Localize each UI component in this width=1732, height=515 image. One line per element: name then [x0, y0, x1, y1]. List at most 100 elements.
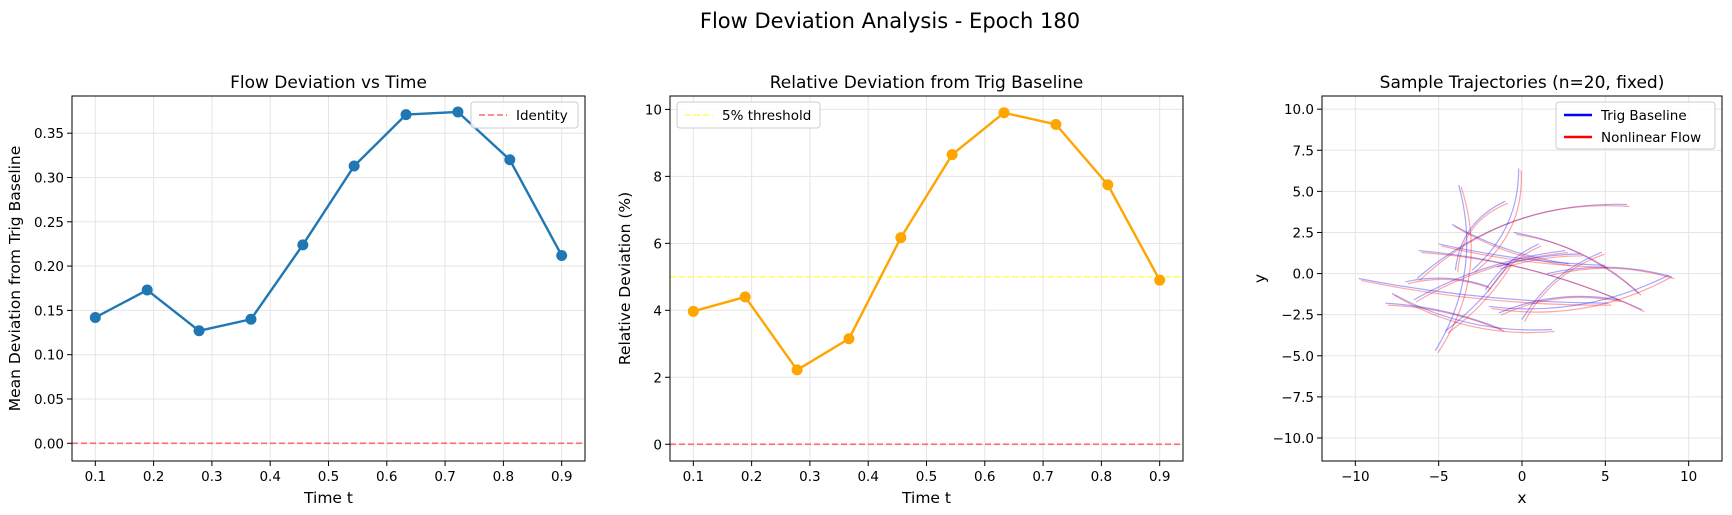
x-tick-label: 0.3 [799, 469, 820, 485]
trajectory-trig-baseline [1513, 231, 1640, 294]
x-tick-label: 0.3 [201, 469, 222, 485]
x-tick-label: 5 [1601, 469, 1610, 485]
x-tick-label: 0.8 [1091, 469, 1112, 485]
panel-3-legend: Trig Baseline Nonlinear Flow [1555, 101, 1716, 150]
trajectory-nonlinear-flow [1437, 186, 1472, 354]
x-tick-label: 0.6 [974, 469, 995, 485]
trajectory-nonlinear-flow [1361, 279, 1612, 306]
trajectory-nonlinear-flow [1441, 245, 1608, 268]
trajectory-nonlinear-flow [1421, 251, 1645, 313]
x-tick-label: 0.2 [741, 469, 762, 485]
panel-2-legend-box [676, 101, 821, 129]
y-tick-label: 10 [645, 102, 662, 118]
data-point [791, 364, 803, 376]
panel-2-xlabel: Time t [901, 489, 951, 507]
panel-3-xticks: −10 −5 0 5 10 [1341, 461, 1697, 485]
y-tick-label: 0.35 [34, 126, 64, 142]
trajectory-nonlinear-flow [1387, 304, 1505, 332]
y-tick-label: 0.30 [34, 171, 64, 187]
y-tick-label: 4 [653, 303, 662, 319]
panel-2-legend: 5% threshold [676, 101, 821, 129]
data-point [739, 291, 751, 303]
panel-1-ylabel: Mean Deviation from Trig Baseline [6, 146, 24, 412]
y-tick-label: −7.5 [1281, 390, 1314, 406]
trajectory-nonlinear-flow [1419, 205, 1630, 281]
x-tick-label: 0.1 [683, 469, 704, 485]
y-tick-label: 0.20 [34, 259, 64, 275]
data-point [895, 232, 907, 244]
data-point [843, 333, 855, 345]
data-point [89, 311, 101, 323]
x-tick-label: 0.6 [376, 469, 397, 485]
figure-suptitle: Flow Deviation Analysis - Epoch 180 [700, 9, 1080, 33]
x-tick-label: 0.5 [916, 469, 937, 485]
trajectory-nonlinear-flow [1447, 265, 1512, 334]
trajectory-nonlinear-flow [1415, 251, 1568, 303]
trajectory-trig-baseline [1358, 277, 1609, 304]
x-tick-label: 10 [1680, 469, 1697, 485]
x-tick-label: 0.7 [1032, 469, 1053, 485]
trajectory-trig-baseline [1454, 200, 1506, 271]
trajectory-trig-baseline [1488, 274, 1669, 310]
data-point [141, 284, 153, 296]
data-point [1102, 179, 1114, 191]
series-line [692, 111, 1161, 372]
panel-relative-deviation: 0.1 0.2 0.3 0.4 0.5 0.6 0.7 0.8 0.9 0 2 4 6 8 10 Rela… [616, 73, 1184, 507]
y-tick-label: 0.25 [34, 215, 64, 231]
data-point [687, 305, 699, 317]
data-point [452, 106, 464, 118]
panel-1-series [89, 106, 568, 337]
panel-2-ylabel: Relative Deviation (%) [616, 192, 634, 365]
trajectory-nonlinear-flow [1457, 202, 1509, 273]
y-tick-label: 0.10 [34, 348, 64, 364]
data-point [348, 160, 360, 172]
panel-1-grid [72, 96, 585, 461]
y-tick-label: 5.0 [1293, 184, 1314, 200]
trajectory-trig-baseline [1496, 253, 1581, 268]
panel-2-xticks: 0.1 0.2 0.3 0.4 0.5 0.6 0.7 0.8 0.9 [683, 461, 1170, 485]
trajectory-nonlinear-flow [1394, 294, 1555, 334]
x-tick-label: 0.9 [1149, 469, 1170, 485]
x-tick-label: 0.7 [434, 469, 455, 485]
y-tick-label: 0.05 [34, 392, 64, 408]
panel-3-legend-label-trig: Trig Baseline [1600, 108, 1687, 124]
x-tick-label: 0.4 [259, 469, 280, 485]
x-tick-label: 0 [1518, 469, 1527, 485]
panel-3-title: Sample Trajectories (n=20, fixed) [1380, 73, 1665, 93]
trajectory-trig-baseline [1451, 223, 1569, 265]
x-tick-label: 0.2 [143, 469, 164, 485]
trajectory-nonlinear-flow [1516, 233, 1642, 296]
trajectory-trig-baseline [1444, 263, 1510, 332]
trajectory-nonlinear-flow [1523, 253, 1605, 322]
trajectory-nonlinear-flow [1454, 225, 1572, 267]
trajectory-trig-baseline [1418, 249, 1643, 311]
trajectory-trig-baseline [1521, 251, 1603, 320]
x-tick-label: 0.9 [551, 469, 572, 485]
y-tick-label: 2.5 [1293, 225, 1314, 241]
trajectory-trig-baseline [1385, 302, 1503, 331]
panel-3-yticks: −10.0 −7.5 −5.0 −2.5 0.0 2.5 5.0 7.5 10.0 [1273, 102, 1322, 447]
trajectory-trig-baseline [1434, 184, 1468, 352]
data-point [946, 149, 958, 161]
trajectory-nonlinear-flow [1499, 255, 1583, 270]
trajectory-trig-baseline [1484, 243, 1539, 291]
trajectory-trig-baseline [1391, 292, 1553, 331]
trajectory-nonlinear-flow [1474, 170, 1522, 273]
panel-1-legend-label: Identity [516, 108, 568, 124]
y-tick-label: 0.00 [34, 436, 64, 452]
y-tick-label: −2.5 [1281, 308, 1314, 324]
x-tick-label: −5 [1429, 469, 1449, 485]
panel-2-grid [670, 96, 1183, 461]
panel-3-series [1358, 168, 1675, 354]
y-tick-label: 10.0 [1284, 102, 1314, 118]
data-point [1154, 274, 1166, 286]
data-point [504, 154, 516, 166]
trajectory-trig-baseline [1416, 203, 1628, 279]
panel-1-legend-box [470, 101, 579, 129]
y-tick-label: −10.0 [1273, 431, 1314, 447]
data-point [1050, 118, 1062, 130]
panel-3-ylabel: y [1251, 274, 1269, 283]
panel-sample-trajectories: −10 −5 0 5 10 −10.0 −7.5 −5.0 −2.5 0.0 2.5 5.0 7.5 1… [1251, 73, 1723, 507]
x-tick-label: 0.5 [318, 469, 339, 485]
